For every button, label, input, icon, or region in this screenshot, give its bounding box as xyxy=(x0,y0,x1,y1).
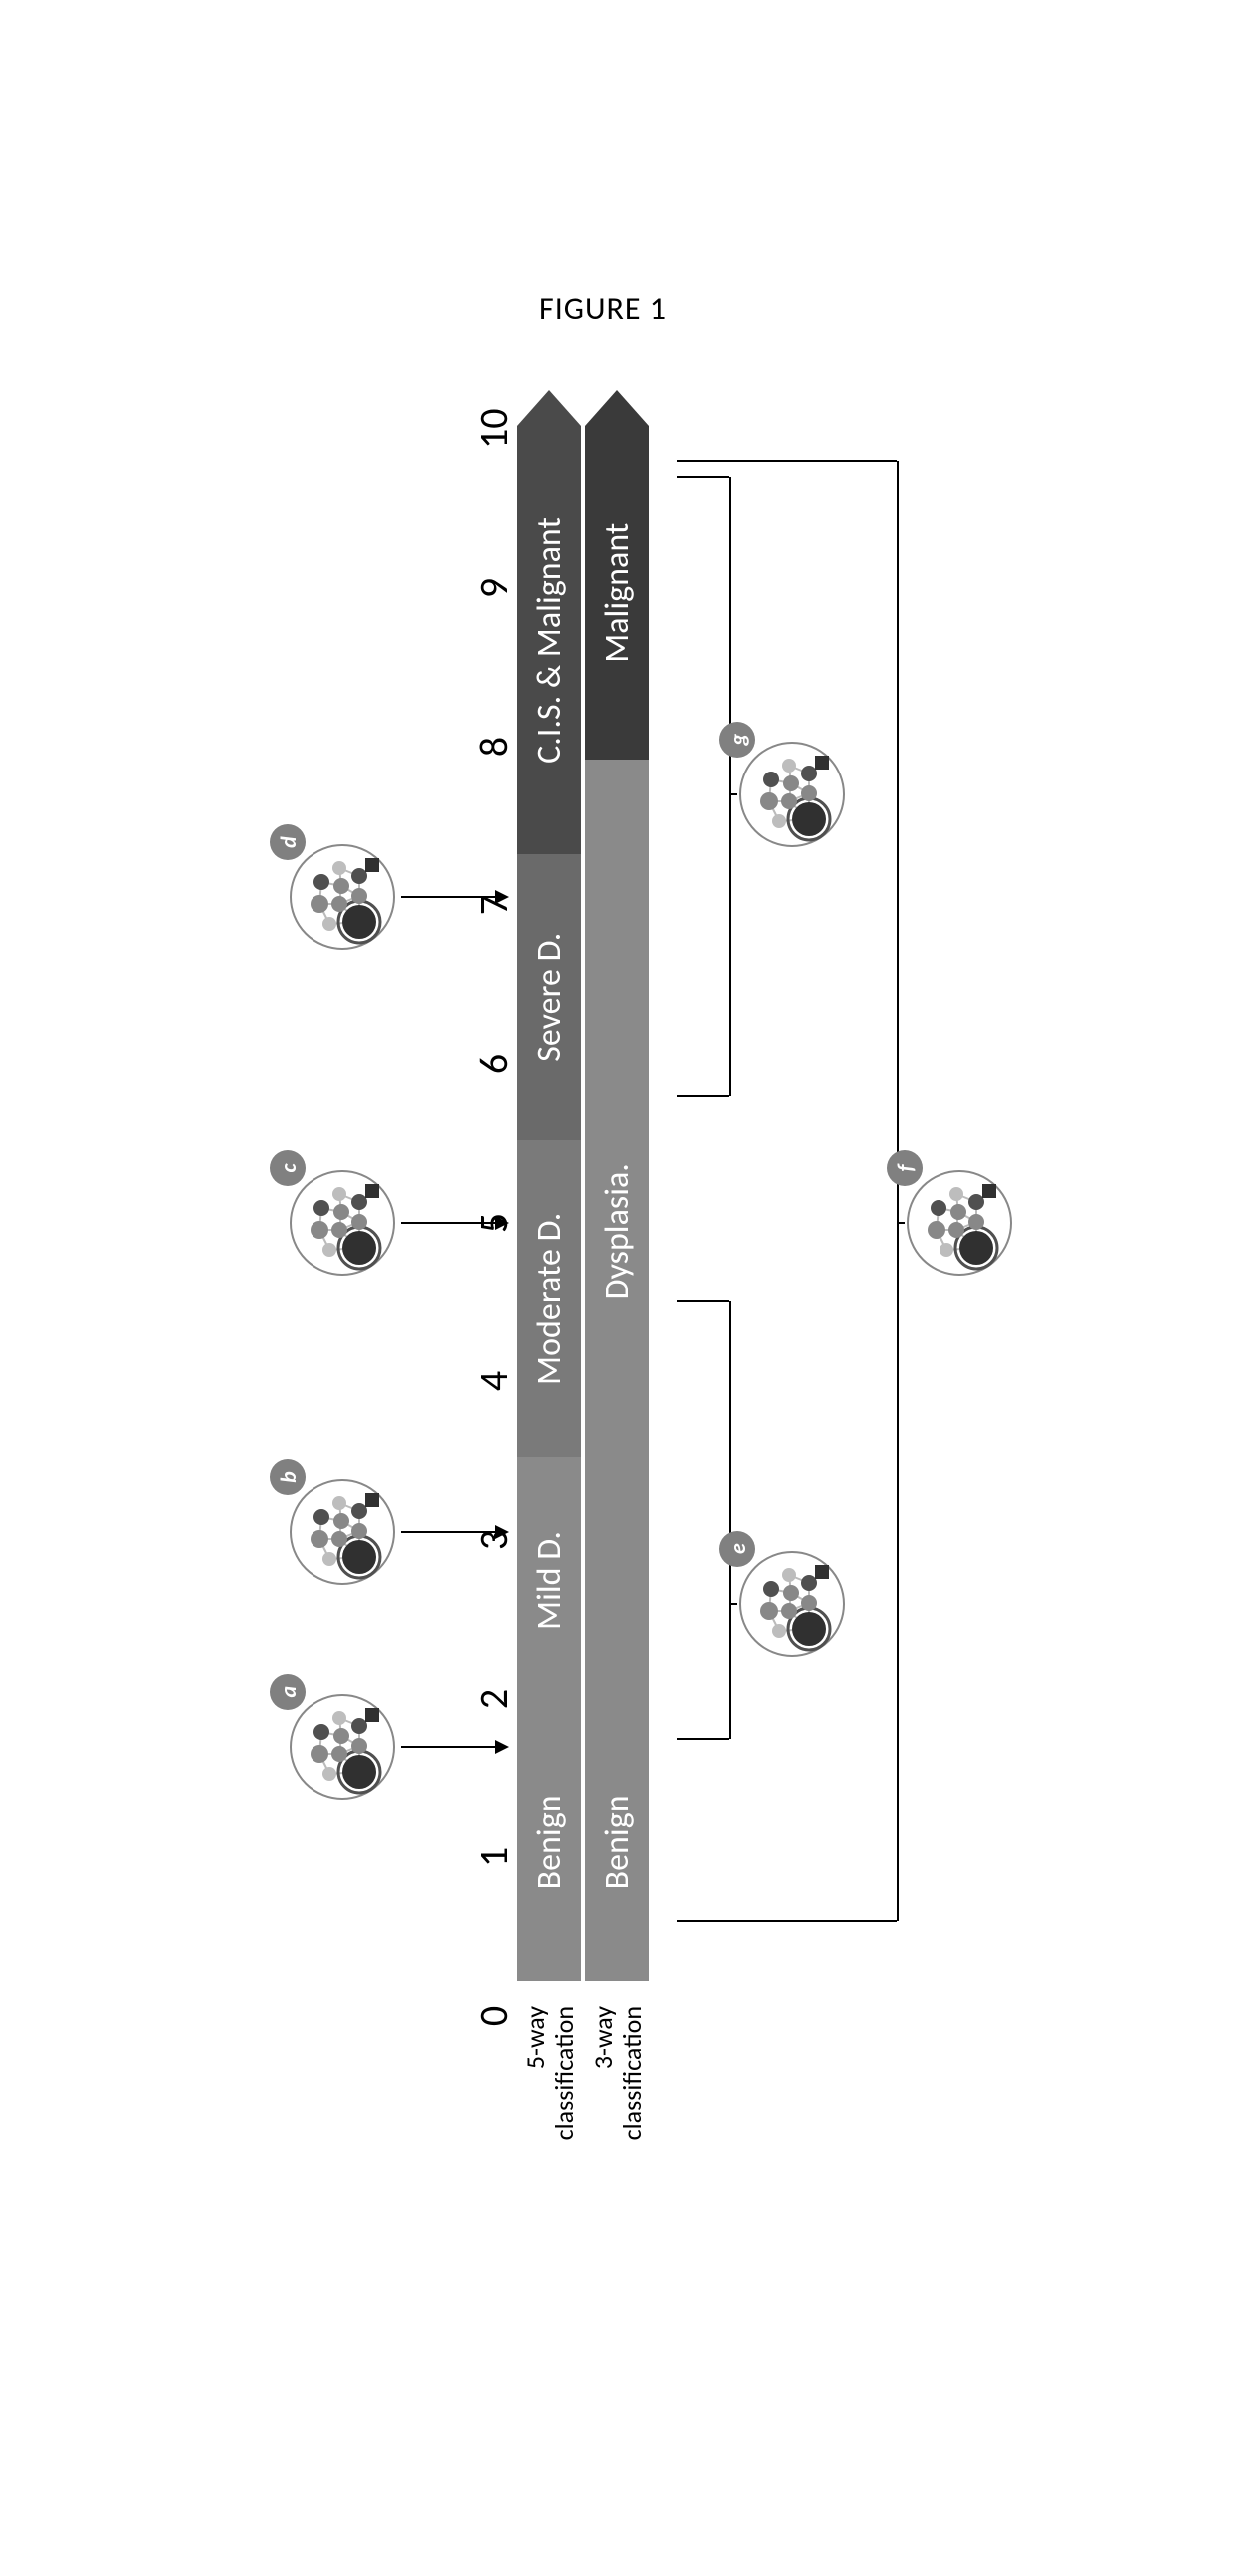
bracket-vline xyxy=(677,1095,729,1097)
network-callout-f: f xyxy=(887,1150,923,1186)
pointer-line xyxy=(401,1531,497,1533)
bar-segment: Malignant xyxy=(585,426,649,760)
network-icon-e: e xyxy=(737,1549,847,1659)
bar-segment: Benign xyxy=(585,1704,649,1981)
pointer-arrowhead xyxy=(495,1216,509,1230)
network-icon-g: g xyxy=(737,740,847,849)
diagram-rotated-container: 0123456789105-way classification3-way cl… xyxy=(178,399,1076,2196)
bar-segment: Severe D. xyxy=(517,854,581,1140)
bracket-stem xyxy=(729,1603,737,1605)
bar-segment: Dysplasia. xyxy=(585,760,649,1704)
network-callout-d: d xyxy=(270,824,306,860)
bar-row-3way: BenignDysplasia.Malignant xyxy=(585,390,649,1981)
axis-tick: 2 xyxy=(469,1679,518,1719)
row-label-three: 3-way classification xyxy=(589,2006,646,2186)
axis-tick: 3 xyxy=(469,1520,518,1560)
network-callout-a: a xyxy=(270,1674,306,1710)
bracket-vline xyxy=(677,1301,729,1303)
axis-tick: 4 xyxy=(469,1361,518,1401)
pointer-line xyxy=(401,1222,497,1224)
pointer-arrowhead xyxy=(495,1525,509,1539)
bracket-vline xyxy=(677,1738,729,1740)
axis-tick: 9 xyxy=(469,568,518,608)
network-callout-e: e xyxy=(719,1531,755,1567)
bracket-hline xyxy=(729,477,731,1096)
network-callout-g: g xyxy=(719,722,755,758)
network-icon-f: f xyxy=(905,1168,1014,1278)
axis-tick: 0 xyxy=(469,1996,518,2036)
bracket-vline xyxy=(677,460,897,462)
bar-arrow-cap xyxy=(517,390,581,426)
axis-tick: 1 xyxy=(469,1837,518,1877)
bracket-hline xyxy=(729,1302,731,1739)
pointer-arrowhead xyxy=(495,890,509,904)
bracket-stem xyxy=(729,793,737,795)
bar-row-5way: BenignMild D.Moderate D.Severe D.C.I.S. … xyxy=(517,390,581,1981)
network-callout-b: b xyxy=(270,1459,306,1495)
bar-segment: Benign xyxy=(517,1704,581,1981)
network-callout-c: c xyxy=(270,1150,306,1186)
bar-segment: Mild D. xyxy=(517,1457,581,1703)
axis-tick: 7 xyxy=(469,885,518,925)
diagram: 0123456789105-way classification3-way cl… xyxy=(178,399,1076,2196)
bar-arrow-cap xyxy=(585,390,649,426)
network-icon-d: d xyxy=(288,842,397,952)
pointer-line xyxy=(401,1746,497,1748)
pointer-line xyxy=(401,896,497,898)
pointer-arrowhead xyxy=(495,1740,509,1754)
bracket-stem xyxy=(897,1222,905,1224)
network-icon-b: b xyxy=(288,1477,397,1587)
bracket-vline xyxy=(677,476,729,478)
figure-title: FIGURE 1 xyxy=(539,289,667,328)
bar-segment: C.I.S. & Malignant xyxy=(517,426,581,854)
axis-tick: 8 xyxy=(469,727,518,767)
network-icon-a: a xyxy=(288,1692,397,1802)
row-label-five: 5-way classification xyxy=(521,2006,578,2186)
axis-tick: 10 xyxy=(469,409,518,449)
bar-segment: Moderate D. xyxy=(517,1140,581,1457)
bracket-hline xyxy=(897,461,899,1921)
network-icon-c: c xyxy=(288,1168,397,1278)
bracket-vline xyxy=(677,1920,897,1922)
axis-tick: 6 xyxy=(469,1044,518,1084)
